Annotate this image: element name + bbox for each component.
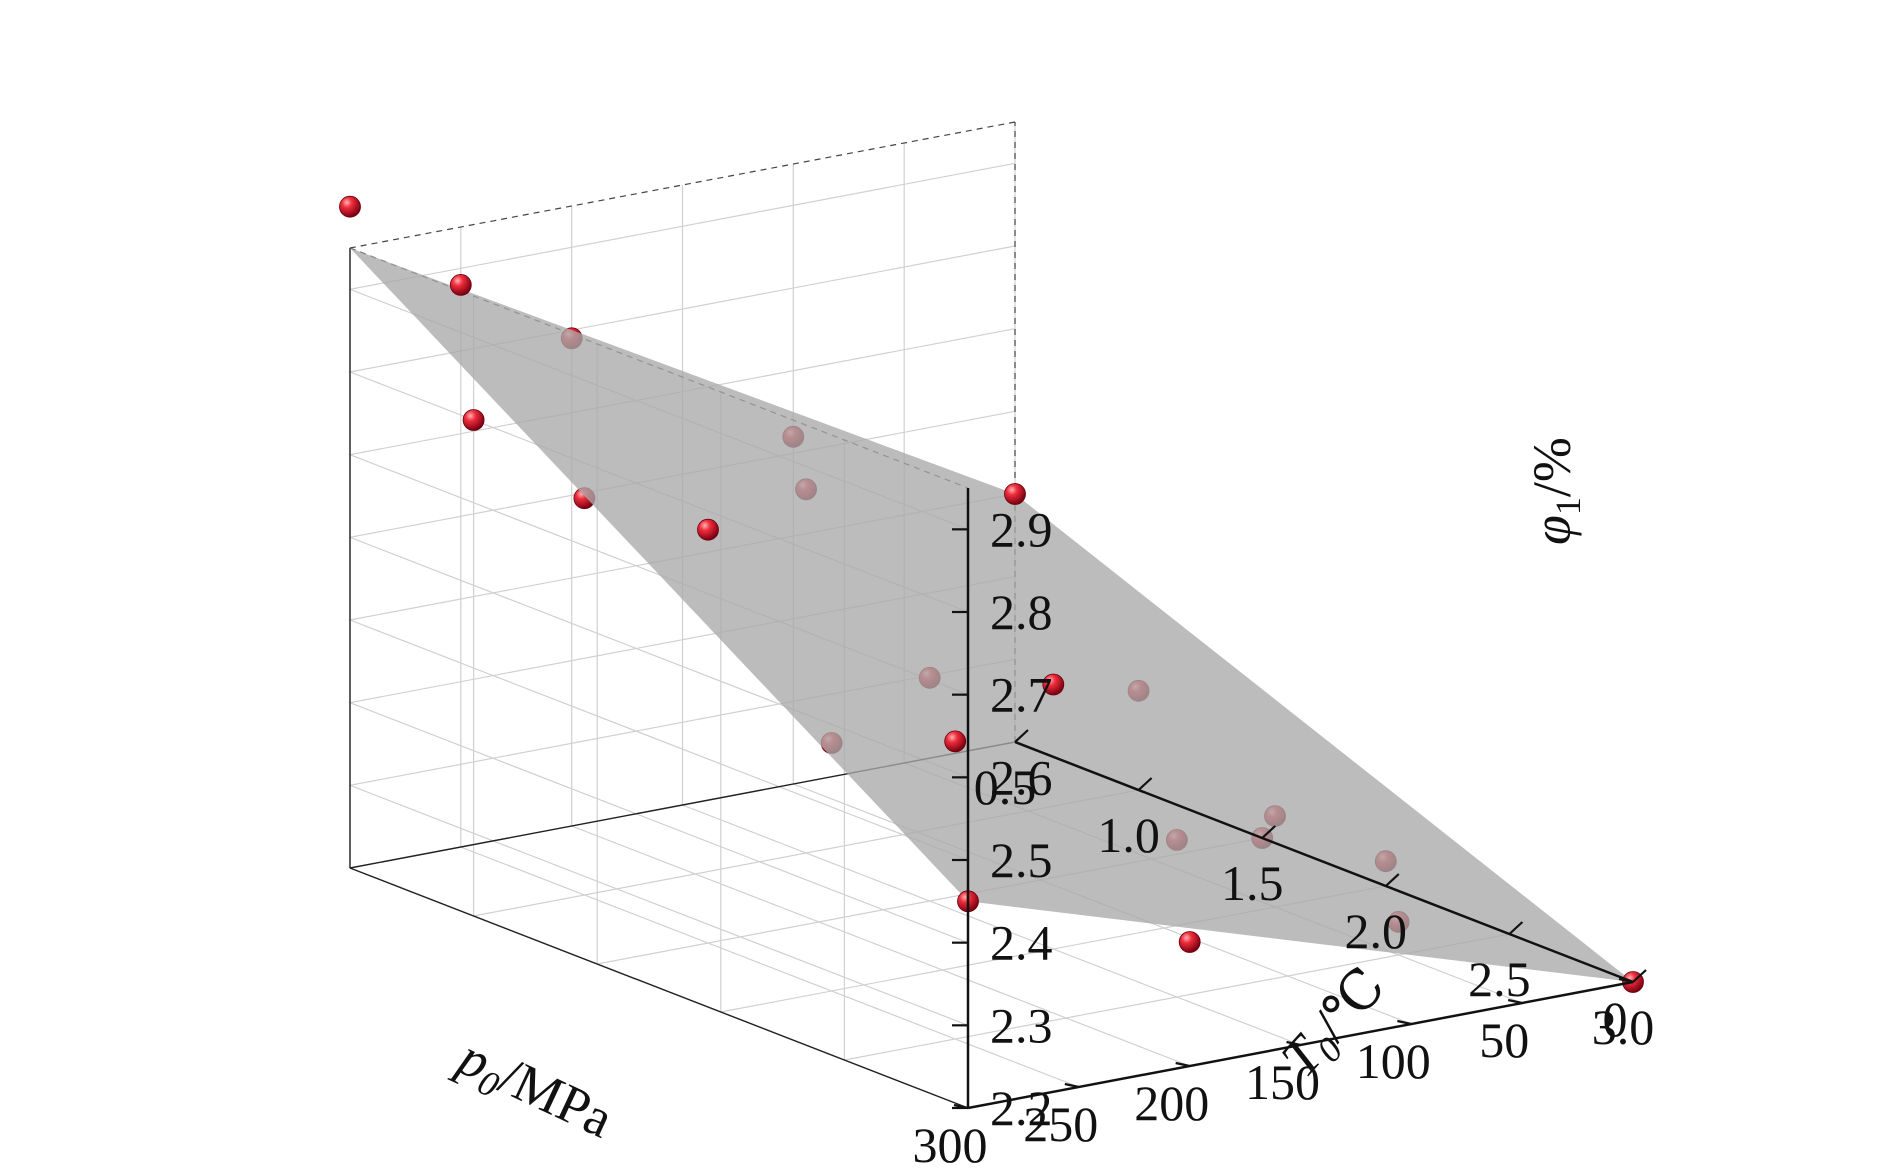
- data-point: [1004, 483, 1026, 505]
- z-tick-label: 2.2: [990, 1080, 1053, 1136]
- x-tick-label: 1.5: [1221, 855, 1284, 911]
- z-tick-label: 2.7: [990, 667, 1053, 723]
- z-tick-label: 2.3: [990, 997, 1053, 1053]
- box-edge-floor-back-right: [349, 867, 969, 1109]
- x-axis-line: [1014, 740, 1634, 984]
- y-tick-label: 200: [1134, 1075, 1209, 1131]
- y-tick-mark: [1175, 1061, 1190, 1068]
- z-axis-title: φ1/%: [1522, 437, 1588, 545]
- y-tick-label: 50: [1479, 1012, 1529, 1068]
- x-tick-label: 2.0: [1345, 903, 1408, 959]
- data-point: [462, 409, 485, 431]
- x-tick-mark: [1137, 777, 1153, 791]
- x-tick-mark: [1632, 969, 1647, 983]
- y-tick-mark: [1064, 1082, 1080, 1089]
- data-point: [449, 273, 472, 296]
- y-tick-label: 0: [1603, 991, 1628, 1047]
- data-point: [697, 518, 719, 541]
- y-tick-mark: [1618, 977, 1634, 984]
- x-tick-mark: [1014, 729, 1029, 743]
- fitted-surface: [350, 248, 1633, 982]
- x-axis-title: p0/MPa: [444, 1025, 622, 1155]
- y-tick-mark: [1286, 1040, 1301, 1047]
- y-tick-label: 100: [1356, 1033, 1431, 1089]
- x-tick-label: 2.5: [1468, 951, 1531, 1007]
- box-edge-top: [349, 121, 1016, 249]
- y-tick-label: 250: [1023, 1096, 1098, 1152]
- x-tick-mark: [1261, 825, 1276, 839]
- y-tick-label: 300: [913, 1117, 988, 1171]
- z-tick-label: 2.9: [990, 501, 1053, 557]
- x-tick-label: 1.0: [1097, 807, 1160, 863]
- z-tick-label: 2.6: [990, 749, 1053, 805]
- x-tick-mark: [1508, 921, 1524, 935]
- x-tick-mark: [1385, 873, 1400, 887]
- surface-patch: [350, 248, 1633, 982]
- y-tick-mark: [1507, 998, 1523, 1005]
- x-tick-label: 3.0: [1592, 999, 1655, 1055]
- z-tick-label: 2.4: [990, 915, 1053, 971]
- data-point: [1178, 931, 1201, 953]
- axes: [952, 488, 1647, 1110]
- z-tick-label: 2.5: [990, 832, 1053, 888]
- x-tick-label: 0.5: [974, 759, 1037, 815]
- data-point: [1042, 673, 1065, 696]
- z-tick-label: 2.8: [990, 584, 1053, 640]
- y-tick-label: 150: [1245, 1054, 1320, 1110]
- data-point: [944, 730, 967, 753]
- y-tick-mark: [1397, 1019, 1412, 1026]
- data-point: [339, 195, 361, 218]
